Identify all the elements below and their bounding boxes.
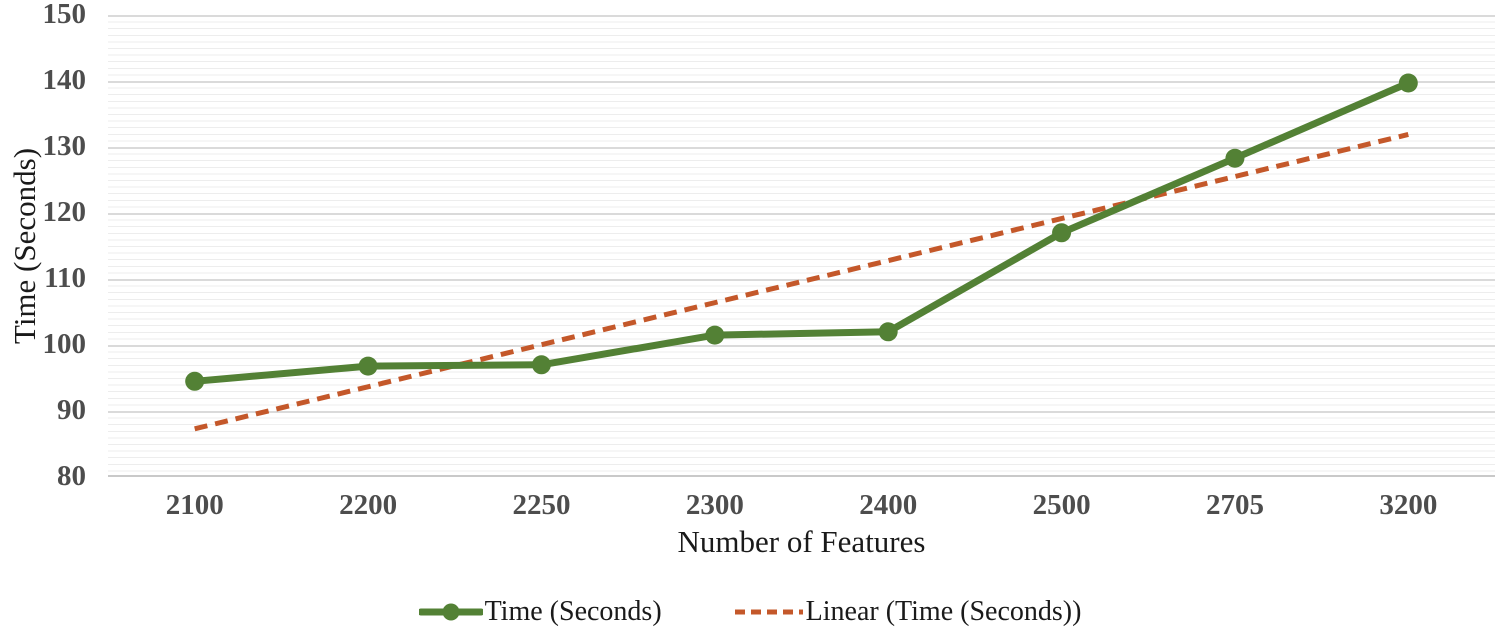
data-point-marker <box>531 355 551 375</box>
data-point-marker <box>1225 148 1245 168</box>
y-axis-tick-label: 140 <box>42 63 87 96</box>
data-point-marker <box>878 322 898 342</box>
x-axis-tick-label: 2705 <box>1205 489 1264 521</box>
y-axis-tick-label: 150 <box>42 0 87 30</box>
legend-label-trendline: Linear (Time (Seconds)) <box>805 596 1082 627</box>
y-axis-title: Time (Seconds) <box>7 147 42 345</box>
legend-item-trendline: Linear (Time (Seconds)) <box>734 596 1082 628</box>
plot-area <box>108 15 1495 477</box>
plot-svg <box>185 73 1418 432</box>
x-axis-tick-label: 2500 <box>1032 489 1091 521</box>
y-axis-tick-label: 110 <box>44 261 86 294</box>
trendline-dash-sample-icon <box>734 609 803 615</box>
data-point-marker <box>358 356 378 376</box>
legend: Time (Seconds) Linear (Time (Seconds)) <box>0 596 1500 628</box>
x-axis-line <box>108 475 1495 477</box>
y-axis-tick-label: 90 <box>57 393 86 426</box>
x-axis-tick-label: 3200 <box>1379 489 1438 521</box>
x-axis-tick-label: 2300 <box>685 489 744 521</box>
x-axis-tick-label: 2400 <box>859 489 918 521</box>
y-axis-tick-label: 130 <box>42 129 87 162</box>
data-point-marker <box>1398 73 1418 93</box>
data-point-marker <box>1052 223 1072 243</box>
x-axis-tick-label: 2250 <box>512 489 571 521</box>
x-axis-tick-label: 2200 <box>339 489 398 521</box>
x-axis-title: Number of Features <box>677 524 926 559</box>
legend-label-series: Time (Seconds) <box>484 596 662 627</box>
y-axis-tick-label: 120 <box>42 195 87 228</box>
data-point-marker <box>705 325 725 345</box>
y-axis-tick-label: 80 <box>57 459 86 492</box>
data-point-marker <box>185 371 205 391</box>
trendline <box>194 132 1409 432</box>
legend-item-series: Time (Seconds) <box>418 596 662 628</box>
series-line-sample-icon <box>418 603 483 621</box>
x-axis-tick-label: 2100 <box>165 489 224 521</box>
series-line <box>191 79 1412 385</box>
y-axis-tick-label: 100 <box>42 327 87 360</box>
